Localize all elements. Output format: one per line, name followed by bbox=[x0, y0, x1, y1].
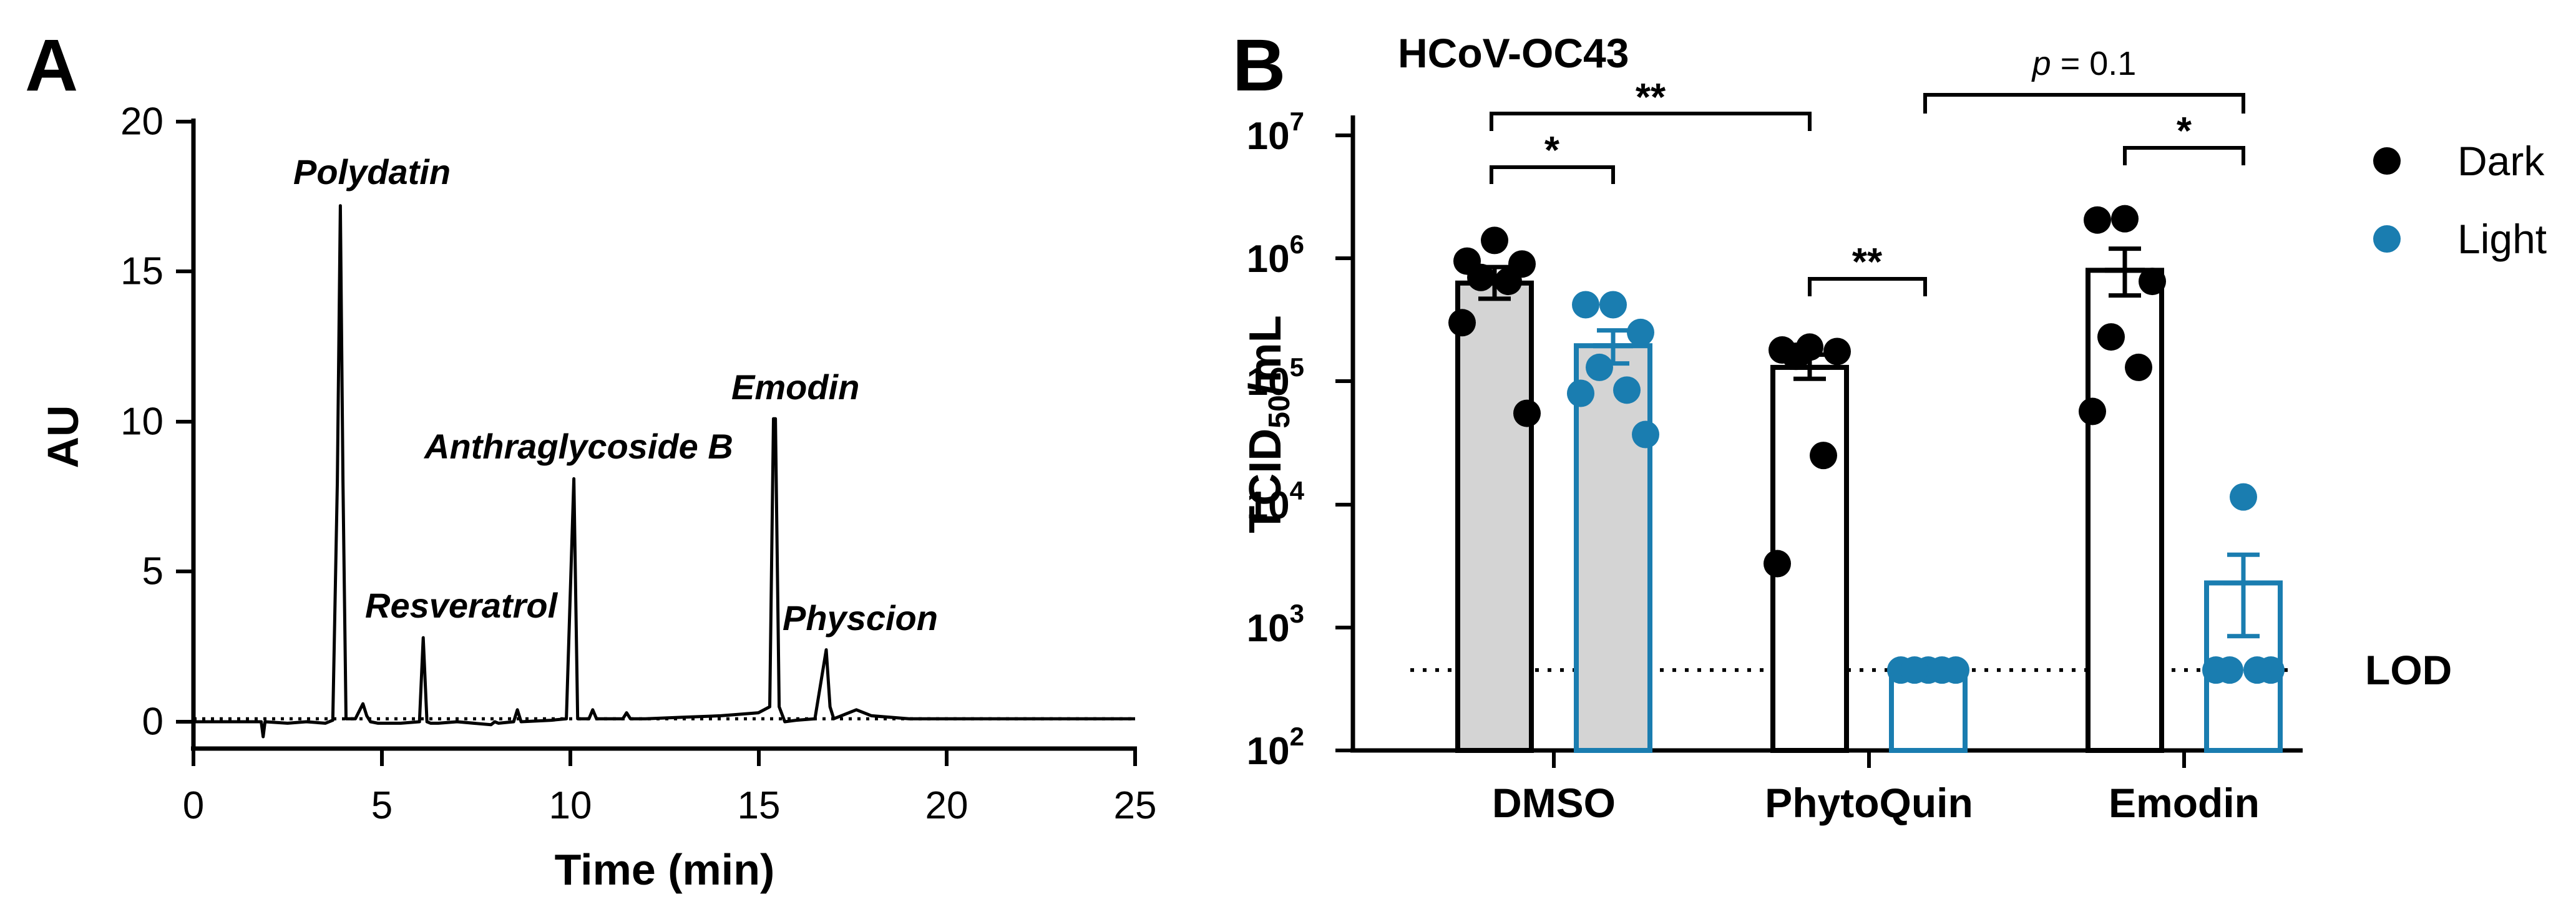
data-point-dark bbox=[1513, 399, 1541, 427]
bar-emodin-dark bbox=[2086, 268, 2164, 753]
data-point-light bbox=[1627, 318, 1654, 346]
chromatogram-x-tick-label: 0 bbox=[183, 784, 204, 827]
bracket-dmso-phytoquin bbox=[1490, 112, 1812, 131]
bar-chart-y-tick-label: 105 bbox=[1247, 352, 1304, 404]
data-point-light bbox=[1599, 291, 1627, 319]
peak-label-emodin: Emodin bbox=[731, 367, 859, 407]
data-point-dark bbox=[1823, 337, 1851, 366]
panel-b: B HCoV-OC43 TCID50/mL 102 103 104 105 10… bbox=[1232, 24, 2547, 826]
peak-label-resveratrol: Resveratrol bbox=[365, 586, 559, 625]
chromatogram-y-ticks bbox=[176, 120, 193, 724]
bar-group bbox=[1455, 246, 2283, 754]
category-label-phytoquin: PhytoQuin bbox=[1765, 780, 1973, 826]
legend-marker-light bbox=[2373, 225, 2401, 253]
significance-label: * bbox=[1544, 129, 1560, 172]
significance-label: ** bbox=[1636, 76, 1666, 119]
bracket-phytoquin-dark-light bbox=[1808, 277, 1927, 296]
chromatogram-y-tick-label: 15 bbox=[120, 250, 163, 293]
point-group bbox=[1448, 205, 2285, 684]
data-point-light bbox=[1567, 379, 1594, 407]
chromatogram-x-axis-title: Time (min) bbox=[555, 845, 775, 894]
category-label-dmso: DMSO bbox=[1492, 780, 1616, 826]
bar-dmso-dark bbox=[1455, 280, 1534, 754]
chromatogram-y-tick-label: 5 bbox=[142, 550, 163, 593]
legend-label-light: Light bbox=[2457, 216, 2547, 262]
bar-chart-y-tick-label: 102 bbox=[1247, 722, 1304, 773]
chromatogram-x-tick-label: 25 bbox=[1114, 784, 1157, 827]
bar-chart-y-tick-label: 106 bbox=[1247, 230, 1304, 281]
data-point-dark bbox=[1448, 309, 1476, 337]
chromatogram-y-tick-label: 0 bbox=[142, 701, 163, 744]
bar-chart-y-ticks bbox=[1335, 133, 1353, 752]
data-point-light bbox=[1572, 291, 1599, 319]
bracket-dmso-dark-light bbox=[1490, 165, 1615, 184]
significance-label: p = 0.1 bbox=[2031, 45, 2137, 82]
bracket-emodin-dark-light bbox=[2123, 146, 2245, 165]
data-point-light bbox=[1586, 353, 1613, 381]
peak-label-anthraglycoside-b: Anthraglycoside B bbox=[423, 427, 733, 466]
chromatogram-x-ticks bbox=[192, 749, 1137, 766]
legend: Dark Light bbox=[2373, 138, 2547, 262]
data-point-dark bbox=[1481, 226, 1508, 255]
bar-chart-title: HCoV-OC43 bbox=[1398, 30, 1629, 76]
data-point-light bbox=[2216, 656, 2243, 684]
panel-b-label: B bbox=[1232, 24, 1286, 107]
bar-chart-y-tick-label: 103 bbox=[1247, 599, 1304, 650]
legend-label-dark: Dark bbox=[2457, 138, 2545, 184]
data-point-dark bbox=[1782, 342, 1810, 371]
bar-chart-y-tick-label: 107 bbox=[1247, 107, 1304, 158]
chromatogram-y-axis-title: AU bbox=[39, 405, 87, 468]
significance-label: * bbox=[2177, 110, 2192, 153]
lod-label: LOD bbox=[2365, 647, 2452, 693]
panel-a: A 0 5 10 15 20 0 5 10 15 20 bbox=[25, 24, 1156, 894]
data-point-dark bbox=[1467, 263, 1495, 291]
data-point-dark bbox=[2111, 205, 2139, 233]
data-point-dark bbox=[2084, 206, 2111, 234]
data-point-dark bbox=[2139, 268, 2166, 296]
peak-label-physcion: Physcion bbox=[783, 598, 938, 638]
significance-label: ** bbox=[1852, 241, 1883, 284]
data-point-dark bbox=[1764, 550, 1791, 578]
bar-chart-y-axis-title: TCID50/mL bbox=[1241, 315, 1296, 533]
data-point-dark bbox=[2079, 397, 2106, 425]
bar-dmso-light bbox=[1574, 343, 1652, 753]
chromatogram-x-tick-label: 5 bbox=[371, 784, 393, 827]
chromatogram-y-tick-label: 20 bbox=[120, 100, 163, 143]
chromatogram-x-tick-label: 15 bbox=[738, 784, 781, 827]
data-point-dark bbox=[2125, 353, 2152, 381]
bar-chart-x-ticks bbox=[1552, 750, 2186, 768]
bracket-phytoquin-emodin-light bbox=[1923, 93, 2245, 114]
data-point-dark bbox=[1810, 442, 1837, 470]
chromatogram-trace bbox=[193, 204, 1135, 739]
panel-a-label: A bbox=[25, 24, 78, 107]
chromatogram-x-tick-label: 10 bbox=[549, 784, 592, 827]
bar-chart-y-tick-label: 104 bbox=[1247, 476, 1305, 527]
data-point-dark bbox=[1495, 268, 1522, 296]
data-point-light bbox=[2243, 656, 2271, 684]
legend-marker-dark bbox=[2373, 147, 2401, 175]
peak-label-polydatin: Polydatin bbox=[293, 152, 451, 192]
chromatogram-x-tick-label: 20 bbox=[925, 784, 968, 827]
data-point-light bbox=[1613, 376, 1641, 404]
category-label-emodin: Emodin bbox=[2109, 780, 2260, 826]
data-point-dark bbox=[2097, 323, 2125, 351]
data-point-light bbox=[1632, 420, 1659, 449]
data-point-light bbox=[2230, 483, 2257, 511]
data-point-light bbox=[1901, 656, 1928, 684]
significance-brackets: * ** ** p = 0.1 * bbox=[1490, 45, 2245, 296]
data-point-light bbox=[1928, 656, 1956, 684]
chromatogram-y-tick-label: 10 bbox=[120, 400, 163, 444]
